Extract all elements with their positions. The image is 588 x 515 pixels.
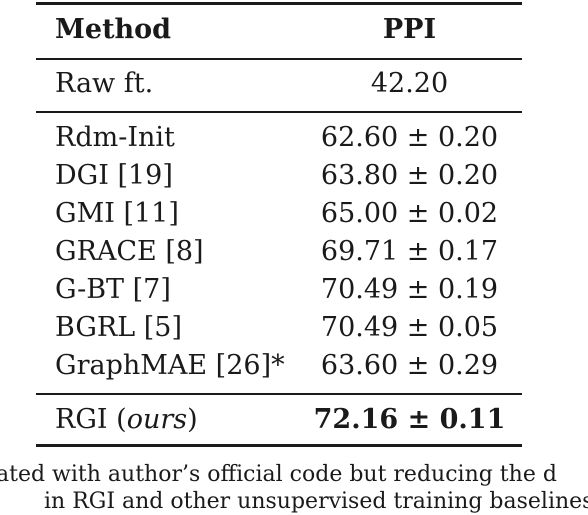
header-rule [36,58,522,60]
table-row-method: G-BT [7] [55,274,171,305]
table-row-value: 65.00 ± 0.02 [320,198,499,229]
header-method: Method [55,14,172,45]
table-row-value: 62.60 ± 0.20 [320,122,499,153]
row-ours-value: 72.16 ± 0.11 [313,404,506,435]
caption-line-2: in RGI and other unsupervised training b… [44,489,588,514]
header-ppi: PPI [382,14,437,45]
table-row-method: GMI [11] [55,198,179,229]
table-row-value: 63.80 ± 0.20 [320,160,499,191]
row-raw-method: Raw ft. [55,68,154,99]
raw-rule [36,111,522,113]
table-row-method: Rdm-Init [55,122,175,153]
table-row-method: GraphMAE [26]* [55,350,285,381]
row-ours-method: RGI (ours) [55,402,198,438]
table-row-value: 69.71 ± 0.17 [320,236,499,267]
table-row-value: 70.49 ± 0.05 [320,312,499,343]
caption-line-1: ated with author’s official code but red… [0,462,557,487]
table-row-value: 70.49 ± 0.19 [320,274,499,305]
table-row-value: 63.60 ± 0.29 [320,350,499,381]
table-top-rule [36,2,522,5]
row-ours-prefix: RGI ( [55,404,127,435]
table-row-method: GRACE [8] [55,236,204,267]
baselines-rule [36,393,522,395]
table-bottom-rule [36,444,522,447]
table-row-method: DGI [19] [55,160,173,191]
row-ours-italic: ours [126,404,188,435]
table-row-method: BGRL [5] [55,312,182,343]
row-ours-suffix: ) [187,404,198,435]
row-raw-value: 42.20 [370,68,449,99]
